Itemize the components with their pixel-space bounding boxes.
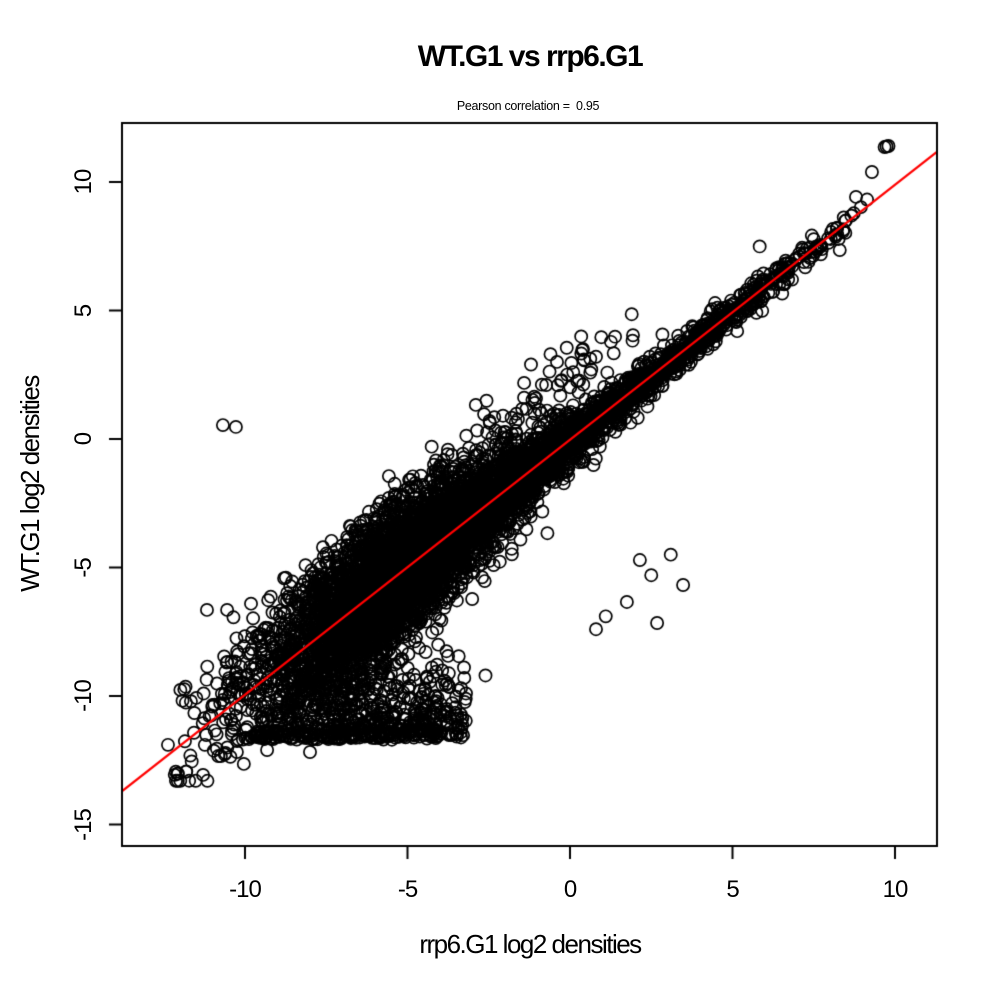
y-tick-label: 0 [70, 432, 97, 446]
pearson-correlation-subtitle: Pearson correlation = 0.95 [456, 99, 600, 113]
y-tick-label: 10 [70, 169, 97, 195]
x-tick-label: 0 [563, 876, 577, 903]
x-axis-title: rrp6.G1 log2 densities [419, 929, 642, 959]
y-tick-label: -10 [70, 680, 97, 712]
chart-title: WT.G1 vs rrp6.G1 [417, 40, 644, 73]
x-tick-label: -10 [229, 876, 262, 903]
y-axis-title: WT.G1 log2 densities [15, 376, 45, 592]
x-tick-label: 5 [726, 876, 739, 903]
y-tick-label: -15 [70, 808, 97, 841]
x-tick-label: -5 [397, 876, 418, 903]
x-tick-label: 10 [882, 876, 909, 903]
y-tick-label: 5 [70, 304, 97, 317]
y-tick-label: -5 [70, 557, 97, 578]
